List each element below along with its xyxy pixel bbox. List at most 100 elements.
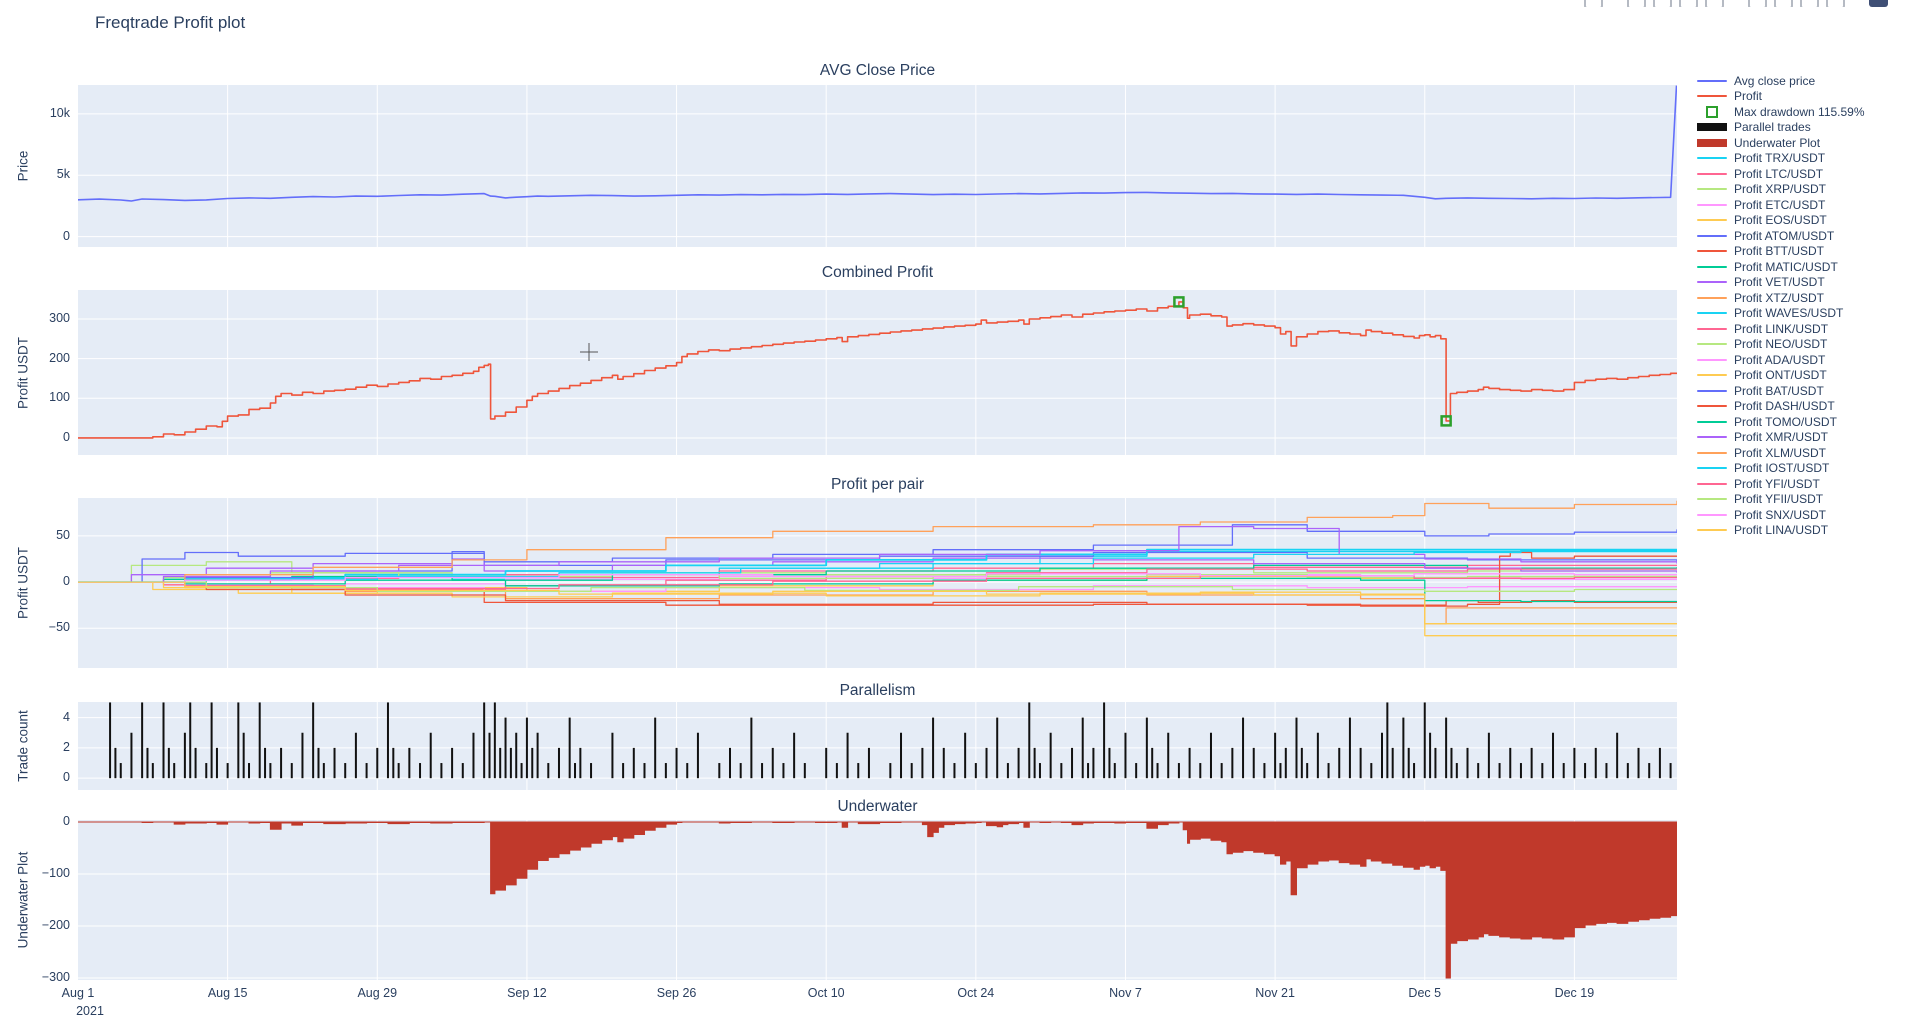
legend-item-profit-waves-usdt[interactable]: Profit WAVES/USDT (1697, 306, 1865, 322)
legend-item-profit[interactable]: Profit (1697, 89, 1865, 105)
legend-swatch (1697, 358, 1727, 361)
legend-item-underwater-plot[interactable]: Underwater Plot (1697, 135, 1865, 151)
download-plot-icon[interactable] (1584, 0, 1603, 7)
legend-swatch (1697, 374, 1727, 377)
y-tick-label: 50 (56, 527, 70, 542)
legend-swatch (1697, 451, 1727, 454)
x-tick-label: Sep 26 (656, 986, 697, 1000)
legend-item-profit-ltc-usdt[interactable]: Profit LTC/USDT (1697, 166, 1865, 182)
series-profit-dash-usdt (78, 551, 1677, 607)
reset-axes-icon[interactable] (1826, 0, 1845, 7)
legend-label: Profit ETC/USDT (1734, 197, 1826, 212)
pan-icon[interactable] (1653, 0, 1672, 7)
legend-label: Profit WAVES/USDT (1734, 306, 1844, 321)
legend-item-parallel-trades[interactable]: Parallel trades (1697, 120, 1865, 136)
zoom-out-icon[interactable] (1774, 0, 1793, 7)
legend-label: Profit IOST/USDT (1734, 461, 1830, 476)
legend-item-profit-xrp-usdt[interactable]: Profit XRP/USDT (1697, 182, 1865, 198)
legend-item-profit-yfii-usdt[interactable]: Profit YFII/USDT (1697, 492, 1865, 508)
legend-item-profit-xmr-usdt[interactable]: Profit XMR/USDT (1697, 430, 1865, 446)
legend-item-profit-trx-usdt[interactable]: Profit TRX/USDT (1697, 151, 1865, 167)
legend-label: Profit YFI/USDT (1734, 476, 1820, 491)
legend-label: Profit SNX/USDT (1734, 507, 1827, 522)
legend-label: Avg close price (1734, 73, 1816, 88)
y-tick-label: 10k (49, 105, 70, 120)
legend-swatch (1697, 203, 1727, 206)
y-tick-label: 4 (63, 709, 70, 724)
subplot-avg-close-price[interactable] (78, 85, 1677, 247)
y-tick-label: −100 (41, 866, 70, 880)
legend-item-profit-ada-usdt[interactable]: Profit ADA/USDT (1697, 352, 1865, 368)
y-tick-label: 100 (49, 390, 70, 405)
y-tick-label: 0 (63, 429, 70, 444)
legend-item-profit-dash-usdt[interactable]: Profit DASH/USDT (1697, 399, 1865, 415)
subplot-title-underwater: Underwater (837, 798, 918, 815)
legend-item-avg-close-price[interactable]: Avg close price (1697, 73, 1865, 89)
legend-swatch (1697, 234, 1727, 237)
legend-swatch (1697, 123, 1727, 132)
subplot-title-parallelism: Parallelism (839, 682, 916, 699)
legend-label: Profit NEO/USDT (1734, 337, 1828, 352)
legend-item-profit-iost-usdt[interactable]: Profit IOST/USDT (1697, 461, 1865, 477)
legend-label: Profit MATIC/USDT (1734, 259, 1838, 274)
legend-label: Profit XTZ/USDT (1734, 290, 1825, 305)
x-tick-label: Aug 29 (357, 986, 398, 1000)
series-profit-iost-usdt (78, 550, 1677, 583)
series-profit-waves-usdt (78, 548, 1677, 583)
legend-item-profit-tomo-usdt[interactable]: Profit TOMO/USDT (1697, 414, 1865, 430)
legend-item-profit-lina-usdt[interactable]: Profit LINA/USDT (1697, 523, 1865, 539)
legend-label: Profit TRX/USDT (1734, 151, 1826, 166)
legend-item-profit-atom-usdt[interactable]: Profit ATOM/USDT (1697, 228, 1865, 244)
subplot-title-profit-per-pair: Profit per pair (830, 476, 925, 493)
x-tick-label: Aug 15 (207, 986, 248, 1000)
lasso-select-icon[interactable] (1705, 0, 1724, 7)
legend-label: Profit DASH/USDT (1734, 399, 1835, 414)
legend-label: Profit BAT/USDT (1734, 383, 1824, 398)
x-tick-label: Aug 1 (61, 986, 95, 1000)
legend-label: Profit LINK/USDT (1734, 321, 1829, 336)
legend-item-profit-yfi-usdt[interactable]: Profit YFI/USDT (1697, 476, 1865, 492)
x-tick-label: Nov 21 (1255, 986, 1295, 1000)
legend-label: Profit (1734, 89, 1763, 104)
legend-label: Underwater Plot (1734, 135, 1821, 150)
zoom-icon[interactable] (1627, 0, 1646, 7)
legend-item-profit-eos-usdt[interactable]: Profit EOS/USDT (1697, 213, 1865, 229)
zoom-in-icon[interactable] (1748, 0, 1767, 7)
legend-swatch (1697, 312, 1727, 315)
legend-swatch (1697, 219, 1727, 222)
legend-item-profit-bat-usdt[interactable]: Profit BAT/USDT (1697, 383, 1865, 399)
legend-item-profit-btt-usdt[interactable]: Profit BTT/USDT (1697, 244, 1865, 260)
legend-swatch (1697, 327, 1727, 330)
x-tick-label: Dec 5 (1408, 986, 1442, 1000)
subplot-combined-profit[interactable] (78, 290, 1677, 455)
legend-item-profit-xtz-usdt[interactable]: Profit XTZ/USDT (1697, 290, 1865, 306)
subplot-title-avg-close-price: AVG Close Price (819, 62, 936, 79)
plotly-logo[interactable] (1869, 0, 1888, 7)
max-drawdown-marker (1173, 296, 1185, 308)
subplot-parallelism[interactable] (78, 702, 1677, 790)
y-tick-label: −200 (41, 918, 70, 933)
subplot-profit-per-pair[interactable] (78, 498, 1677, 668)
legend-label: Profit TOMO/USDT (1734, 414, 1837, 429)
legend-swatch (1697, 436, 1727, 439)
legend-item-max-drawdown-115-59[interactable]: Max drawdown 115.59% (1697, 104, 1865, 120)
legend-item-profit-neo-usdt[interactable]: Profit NEO/USDT (1697, 337, 1865, 353)
legend-swatch (1697, 188, 1727, 191)
x-tick-label: Sep 12 (507, 986, 547, 1000)
legend-item-profit-link-usdt[interactable]: Profit LINK/USDT (1697, 321, 1865, 337)
legend-item-profit-matic-usdt[interactable]: Profit MATIC/USDT (1697, 259, 1865, 275)
y-tick-label: 5k (56, 167, 70, 182)
legend-item-profit-snx-usdt[interactable]: Profit SNX/USDT (1697, 507, 1865, 523)
legend-item-profit-vet-usdt[interactable]: Profit VET/USDT (1697, 275, 1865, 291)
legend-item-profit-etc-usdt[interactable]: Profit ETC/USDT (1697, 197, 1865, 213)
box-select-icon[interactable] (1679, 0, 1698, 7)
subplot-underwater[interactable] (78, 820, 1677, 980)
autoscale-icon[interactable] (1800, 0, 1819, 7)
legend-swatch (1697, 343, 1727, 346)
legend-item-profit-ont-usdt[interactable]: Profit ONT/USDT (1697, 368, 1865, 384)
legend-swatch (1697, 79, 1727, 82)
y-tick-label: 0 (63, 770, 70, 785)
legend-item-profit-xlm-usdt[interactable]: Profit XLM/USDT (1697, 445, 1865, 461)
series-profit-bat-usdt (78, 524, 1677, 583)
